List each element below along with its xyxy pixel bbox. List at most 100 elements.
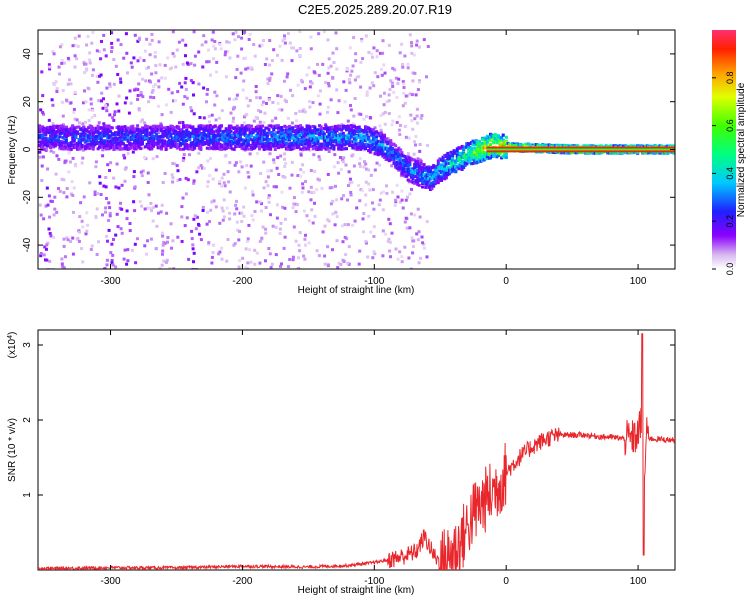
heatmap-cell <box>134 141 138 145</box>
heatmap-cell <box>440 176 443 180</box>
heatmap-cell <box>126 71 129 75</box>
heatmap-cell <box>468 161 472 165</box>
heatmap-cell <box>129 142 133 146</box>
heatmap-cell <box>63 129 67 133</box>
heatmap-cell <box>262 129 266 133</box>
heatmap-cell <box>281 143 285 146</box>
heatmap-cell <box>191 141 195 145</box>
heatmap-cell <box>181 38 185 42</box>
heatmap-cell <box>49 137 53 141</box>
heatmap-cell <box>134 138 138 142</box>
heatmap-cell <box>371 147 375 151</box>
heatmap-cell <box>101 127 105 130</box>
heatmap-cell <box>309 198 313 202</box>
heatmap-cell <box>246 137 250 141</box>
heatmap-cell <box>258 127 261 131</box>
heatmap-cell <box>185 61 189 65</box>
heatmap-cell <box>193 145 197 149</box>
heatmap-cell <box>175 130 179 134</box>
heatmap-cell <box>219 47 223 51</box>
heatmap-cell <box>428 170 432 173</box>
heatmap-cell <box>102 124 106 128</box>
heatmap-cell <box>273 137 277 141</box>
heatmap-cell <box>240 211 244 215</box>
heatmap-cell <box>347 245 351 249</box>
heatmap-cell <box>141 95 145 99</box>
heatmap-cell <box>44 131 48 135</box>
heatmap-cell <box>178 147 182 151</box>
heatmap-cell <box>309 47 313 51</box>
heatmap-cell <box>180 142 184 146</box>
heatmap-cell <box>184 176 188 180</box>
heatmap-cell <box>348 141 352 145</box>
heatmap-cell <box>409 179 413 183</box>
heatmap-cell <box>402 91 406 95</box>
heatmap-cell <box>145 125 149 129</box>
heatmap-cell <box>74 126 78 130</box>
heatmap-cell <box>140 204 144 208</box>
heatmap-cell <box>240 36 244 40</box>
heatmap-cell <box>233 212 237 216</box>
heatmap-cell <box>98 132 102 136</box>
heatmap-cell <box>132 56 136 60</box>
heatmap-cell <box>245 141 249 145</box>
heatmap-cell <box>49 234 53 238</box>
heatmap-cell <box>153 51 157 54</box>
heatmap-cell <box>258 124 261 128</box>
heatmap-cell <box>108 214 112 218</box>
heatmap-cell <box>410 93 414 97</box>
heatmap-cell <box>192 181 196 185</box>
heatmap-cell <box>159 147 163 151</box>
heatmap-cell <box>170 91 174 95</box>
heatmap-cell <box>75 118 79 122</box>
heatmap-cell <box>55 134 59 138</box>
heatmap-cell <box>319 142 323 146</box>
heatmap-cell <box>338 134 342 138</box>
heatmap-cell <box>342 156 346 160</box>
heatmap-cell <box>242 214 246 218</box>
heatmap-cell <box>378 124 382 128</box>
heatmap-cell <box>302 108 306 112</box>
heatmap-cell <box>84 120 87 124</box>
heatmap-cell <box>246 104 250 108</box>
heatmap-cell <box>67 58 71 62</box>
heatmap-cell <box>153 130 157 134</box>
heatmap-cell <box>216 139 220 143</box>
heatmap-cell <box>208 145 212 149</box>
heatmap-cell <box>303 142 307 146</box>
heatmap-cell <box>172 128 176 132</box>
heatmap-cell <box>194 227 198 231</box>
heatmap-cell <box>237 238 241 242</box>
heatmap-cell <box>292 130 296 134</box>
heatmap-cell <box>371 55 374 59</box>
heatmap-cell <box>286 145 290 149</box>
heatmap-cell <box>492 151 496 155</box>
heatmap-cell <box>400 171 404 175</box>
heatmap-cell <box>482 150 486 154</box>
heatmap-cell <box>414 165 418 169</box>
heatmap-cell <box>139 129 143 133</box>
heatmap-cell <box>49 146 53 149</box>
heatmap-cell <box>368 116 372 119</box>
heatmap-cell <box>214 168 218 172</box>
heatmap-cell <box>484 154 488 158</box>
heatmap-cell <box>235 127 239 130</box>
heatmap-cell <box>138 200 142 204</box>
heatmap-cell <box>331 51 335 55</box>
heatmap-cell <box>312 153 316 157</box>
heatmap-cell <box>265 144 269 148</box>
heatmap-cell <box>118 128 122 132</box>
heatmap-cell <box>276 101 280 105</box>
heatmap-cell <box>161 133 165 137</box>
heatmap-cell <box>72 137 76 141</box>
heatmap-cell <box>375 144 379 148</box>
heatmap-cell <box>113 110 117 114</box>
heatmap-cell <box>457 157 461 160</box>
heatmap-cell <box>244 67 248 71</box>
heatmap-cell <box>107 134 111 138</box>
heatmap-cell <box>63 127 67 131</box>
heatmap-cell <box>291 258 295 262</box>
heatmap-cell <box>362 129 366 132</box>
heatmap-cell <box>133 88 137 92</box>
heatmap-cell <box>459 158 462 162</box>
